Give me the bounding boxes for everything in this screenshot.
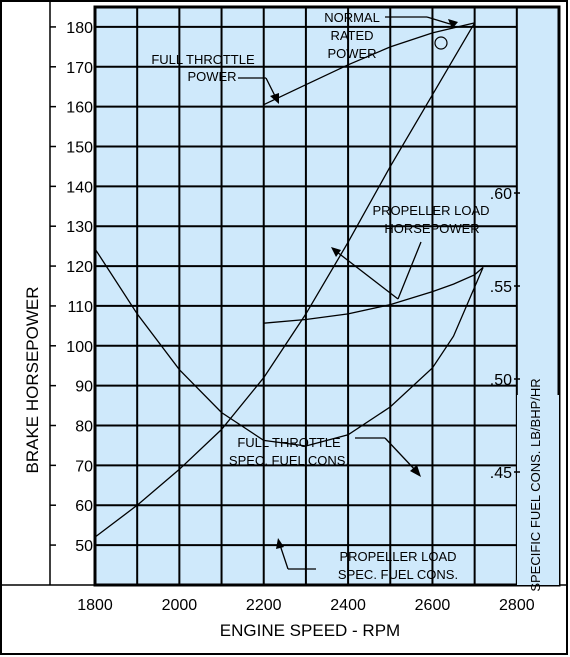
- y-tick-label: 140: [66, 179, 93, 196]
- annotation-leaders: [238, 16, 458, 570]
- x-tick-label: 1800: [77, 597, 113, 614]
- label-full-throttle-power-2: POWER: [187, 69, 236, 84]
- y2-tick-label: .45: [490, 465, 512, 482]
- label-propeller-load-sfc-2: SPEC. FUEL CONS.: [338, 567, 458, 582]
- series-curve-1: [94, 22, 476, 538]
- label-propeller-load-sfc-1: PROPELLER LOAD: [339, 549, 456, 564]
- label-normal-rated-2: RATED: [330, 28, 373, 43]
- data-curves: [94, 22, 484, 538]
- y2-tick-label: .60: [490, 186, 512, 203]
- x-tick-label: 2200: [246, 597, 282, 614]
- label-normal-rated-1: NORMAL: [324, 10, 380, 25]
- y-tick-label: 150: [66, 140, 93, 157]
- y-tick-label: 120: [66, 259, 93, 276]
- y-tick-label: 100: [66, 339, 93, 356]
- y-tick-label: 180: [66, 20, 93, 37]
- label-propeller-load-hp-2: HORSEPOWER: [384, 221, 479, 236]
- grid-lines: [94, 7, 559, 585]
- y-tick-label: 170: [66, 60, 93, 77]
- label-normal-rated-3: POWER: [327, 46, 376, 61]
- rated-power-marker: [434, 36, 448, 50]
- series-curve-0: [263, 22, 475, 106]
- y-tick-label: 90: [75, 379, 93, 396]
- y-tick-label: 50: [75, 538, 93, 555]
- right-axis-band: [517, 395, 559, 585]
- x-axis-title: ENGINE SPEED - RPM: [220, 621, 400, 640]
- y2-tick-label: .55: [490, 279, 512, 296]
- label-full-throttle-power-1: FULL THROTTLE: [151, 52, 255, 67]
- y-tick-label: 130: [66, 219, 93, 236]
- y-tick-label: 110: [67, 299, 93, 316]
- label-propeller-load-hp-1: PROPELLER LOAD: [372, 203, 489, 218]
- x-tick-label: 2400: [330, 597, 366, 614]
- y-tick-label: 160: [66, 100, 93, 117]
- y-tick-label: 80: [75, 419, 93, 436]
- y-axis-title: BRAKE HORSEPOWER: [23, 286, 42, 473]
- series-curve-3: [94, 248, 484, 447]
- y-tick-label: 70: [75, 458, 93, 475]
- x-tick-label: 2600: [415, 597, 451, 614]
- label-full-throttle-sfc-2: SPEC. FUEL CONS.: [229, 453, 349, 468]
- series-curve-2: [263, 266, 484, 324]
- label-full-throttle-sfc-1: FULL THROTTLE: [237, 435, 341, 450]
- plot-area: [93, 5, 561, 587]
- y2-axis-title: SPECIFIC FUEL CONS. LB/BHP/HR: [528, 378, 543, 591]
- y-tick-label: 60: [75, 498, 93, 515]
- y2-tick-label: .50: [490, 372, 512, 389]
- x-tick-label: 2800: [499, 597, 535, 614]
- x-tick-label: 2000: [162, 597, 198, 614]
